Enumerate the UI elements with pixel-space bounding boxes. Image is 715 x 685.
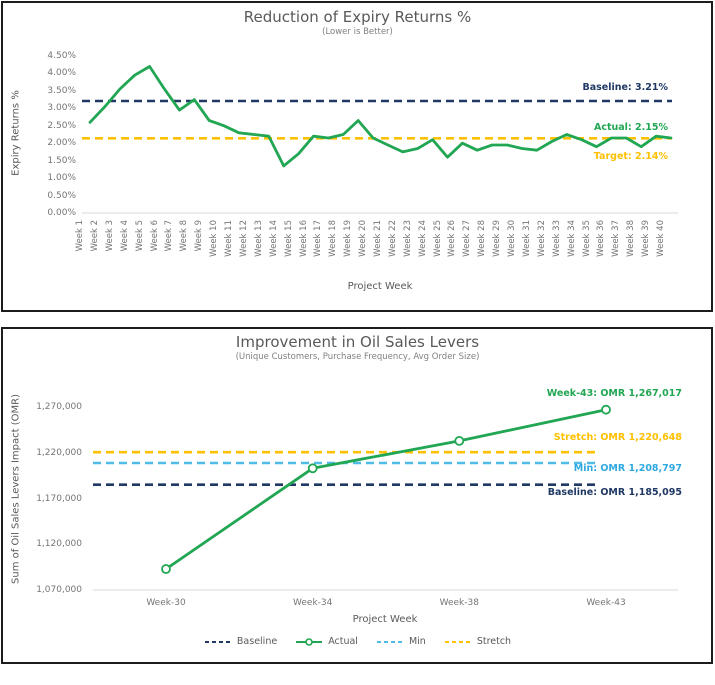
chart1-x-tick-label: Week 16	[298, 220, 309, 257]
actual-line-marker-icon	[296, 637, 323, 646]
chart1-x-tick-label: Week 40	[656, 220, 666, 257]
chart1-y-tick-label: 3.50%	[47, 85, 76, 96]
chart1-x-tick-label: Week 27	[462, 220, 473, 257]
chart1-x-tick-label: Week 4	[119, 220, 130, 252]
legend-item-min: Min	[376, 636, 426, 647]
chart2-title: Improvement in Oil Sales Levers	[235, 333, 480, 351]
chart2-x-tick-label: Week-43	[586, 598, 626, 608]
chart1-x-tick-label: Week 12	[238, 220, 249, 257]
chart1-x-axis-title: Project Week	[347, 281, 413, 292]
chart1-x-tick-label: Week 6	[149, 220, 160, 252]
chart1-x-tick-label: Week 21	[372, 220, 383, 257]
chart2-y-tick-label: 1,170,000	[36, 493, 82, 504]
legend-item-stretch: Stretch	[444, 636, 511, 647]
chart1-x-tick-label: Week 26	[447, 220, 458, 257]
chart1-x-tick-label: Week 36	[596, 220, 607, 257]
legend-label: Baseline	[236, 636, 278, 647]
chart1-x-tick-label: Week 5	[134, 220, 145, 252]
chart1-x-tick-label: Week 9	[194, 220, 205, 252]
chart1-x-tick-label: Week 33	[551, 220, 562, 257]
chart2-y-tick-label: 1,070,000	[36, 585, 82, 595]
chart1-title: Reduction of Expiry Returns %	[243, 8, 472, 26]
chart1-x-tick-label: Week 7	[164, 220, 175, 252]
chart2-x-tick-label: Week-34	[293, 598, 333, 608]
chart1-y-tick-label: 3.00%	[47, 103, 76, 114]
chart2-subtitle: (Unique Customers, Purchase Frequency, A…	[235, 352, 480, 362]
chart1-y-tick-label: 4.00%	[47, 68, 76, 79]
legend-label: Stretch	[476, 636, 512, 647]
chart2-last-point-annotation: Week-43: OMR 1,267,017	[546, 388, 682, 399]
chart2-y-tick-label: 1,120,000	[36, 539, 82, 550]
chart1-y-tick-label: 2.00%	[47, 138, 76, 149]
chart2-x-tick-label: Week-30	[146, 598, 186, 608]
chart1-x-tick-label: Week 39	[641, 220, 652, 257]
chart2-y-tick-label: 1,220,000	[36, 447, 82, 458]
stretch-dashed-line-icon	[444, 640, 471, 643]
chart1-x-tick-label: Week 20	[358, 220, 369, 257]
chart1-x-tick-label: Week 8	[179, 220, 190, 252]
chart1-x-tick-label: Week 23	[402, 220, 413, 257]
chart1-subtitle: (Lower is Better)	[322, 27, 393, 37]
chart1-x-tick-label: Week 14	[268, 220, 279, 257]
chart2-y-axis-title: Sum of Oil Sales Levers Impact (OMR)	[10, 394, 22, 584]
chart1-x-tick-label: Week 1	[75, 220, 85, 252]
chart1-y-tick-label: 1.00%	[47, 173, 76, 184]
chart1-x-tick-label: Week 18	[328, 220, 339, 257]
chart1-y-tick-label: 1.50%	[47, 155, 76, 166]
chart2-x-tick-label: Week-38	[439, 598, 479, 608]
chart1-x-tick-label: Week 25	[432, 220, 443, 257]
chart1-x-tick-label: Week 34	[566, 220, 577, 257]
chart2-x-axis-title: Project Week	[352, 614, 418, 625]
chart1-x-tick-label: Week 22	[387, 220, 398, 257]
chart2-stretch-annotation: Stretch: OMR 1,220,648	[553, 432, 682, 443]
chart1-x-tick-label: Week 19	[343, 220, 354, 257]
chart2-min-annotation: Min: OMR 1,208,797	[573, 463, 682, 474]
chart1-y-tick-label: 0.00%	[47, 208, 76, 218]
chart1-x-tick-label: Week 13	[253, 220, 264, 257]
legend-label: Actual	[328, 636, 358, 647]
chart1-y-tick-label: 2.50%	[47, 120, 76, 131]
chart1-x-tick-label: Week 11	[224, 220, 234, 257]
chart2-legend: Baseline Actual Min Stretch	[0, 636, 715, 647]
chart1-baseline-annotation: Baseline: 3.21%	[582, 82, 668, 93]
legend-label: Min	[408, 636, 426, 647]
chart1-x-tick-label: Week 24	[417, 220, 428, 257]
chart1-x-tick-label: Week 30	[507, 220, 517, 257]
chart1-x-tick-label: Week 2	[89, 220, 100, 252]
chart1-x-tick-label: Week 3	[104, 220, 115, 252]
chart2-baseline-annotation: Baseline: OMR 1,185,095	[547, 487, 682, 498]
chart1-x-tick-label: Week 32	[536, 220, 547, 257]
chart1-x-tick-label: Week 31	[521, 220, 532, 257]
chart1-x-tick-label: Week 10	[209, 220, 220, 257]
chart1-x-tick-label: Week 15	[283, 220, 294, 257]
chart1-actual-annotation: Actual: 2.15%	[593, 122, 668, 133]
chart1-x-tick-label: Week 28	[477, 220, 488, 257]
legend-item-baseline: Baseline	[204, 636, 277, 647]
min-dashed-line-icon	[376, 640, 403, 643]
chart1-y-axis-title: Expiry Returns %	[10, 90, 22, 176]
chart1-target-annotation: Target: 2.14%	[593, 151, 668, 162]
chart2-y-tick-label: 1,270,000	[36, 402, 82, 412]
legend-item-actual: Actual	[295, 636, 358, 647]
chart1-y-tick-label: 0.50%	[47, 190, 76, 201]
chart1-x-tick-label: Week 35	[581, 220, 592, 257]
chart1-x-tick-label: Week 38	[626, 220, 637, 257]
chart1-x-tick-label: Week 37	[611, 220, 622, 257]
baseline-dashed-line-icon	[204, 640, 231, 643]
chart1-y-tick-label: 4.50%	[47, 51, 76, 61]
chart1-x-tick-label: Week 29	[492, 220, 503, 257]
chart1-x-tick-label: Week 17	[313, 220, 324, 257]
